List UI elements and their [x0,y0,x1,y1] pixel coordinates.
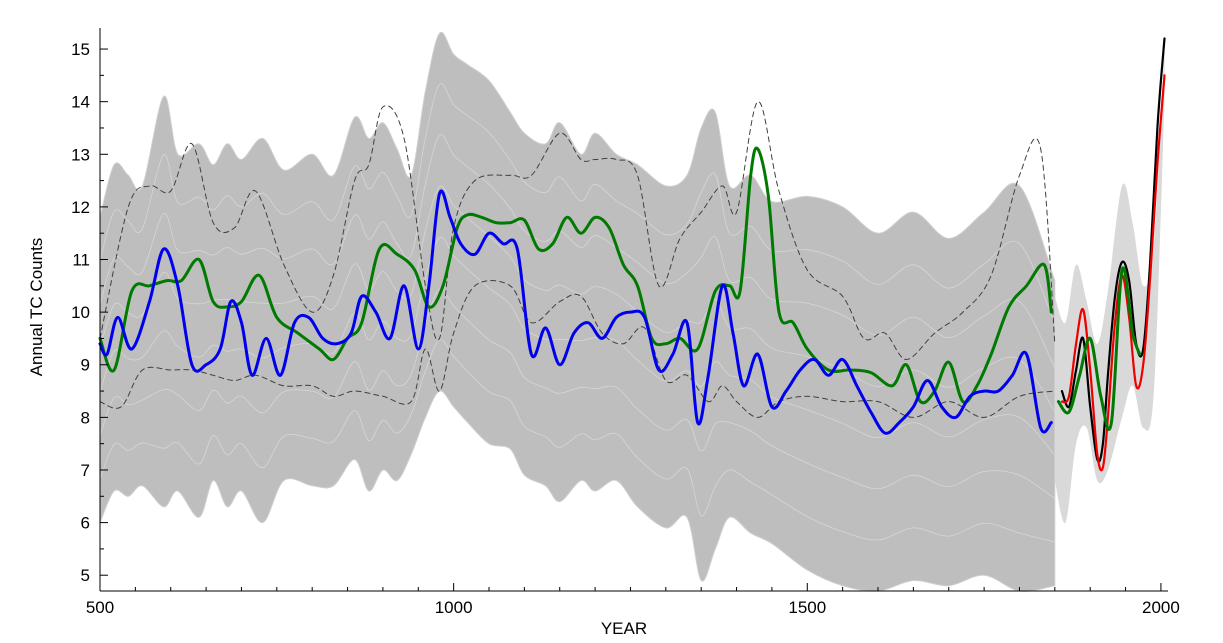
x-axis-title: YEAR [601,619,647,638]
y-tick-label: 5 [81,566,90,585]
y-tick-label: 9 [81,356,90,375]
ensemble-member-line [99,134,1056,368]
y-tick-label: 11 [72,251,90,270]
ensemble-envelope [99,31,1056,592]
series-blue-reconstruction [98,189,1053,435]
x-tick-label: 1500 [788,598,826,617]
x-tick-label: 2000 [1142,598,1180,617]
series-red-observed [1060,74,1166,472]
y-tick-label: 13 [71,145,90,164]
y-tick-label: 15 [71,40,90,59]
series-green-reconstruction [98,146,1053,405]
ensemble-member-line [99,185,1056,412]
series-upper-dashed [99,101,1056,360]
axes: 5 6 7 8 9 10 11 12 13 14 15 500 1000 1500 2000 [71,28,1180,617]
ensemble-member-line [99,339,1055,543]
y-axis-title: Annual TC Counts [27,238,46,377]
y-tick-label: 7 [81,461,90,480]
plot-area [98,31,1166,592]
x-tick-label: 1000 [435,598,473,617]
ensemble-member-line [99,83,1056,325]
y-tick-label: 8 [81,408,90,427]
x-tick-label: 500 [86,598,114,617]
ensemble-texture [99,83,1056,543]
series-lower-dashed [99,280,1056,418]
y-tick-label: 12 [71,198,90,217]
y-tick-label: 10 [71,303,90,322]
modern-envelope [1054,49,1165,524]
y-tick-label: 14 [71,93,90,112]
ensemble-member-line [99,288,1056,499]
series-green-recent [1056,266,1142,431]
y-tick-label: 6 [81,514,90,533]
